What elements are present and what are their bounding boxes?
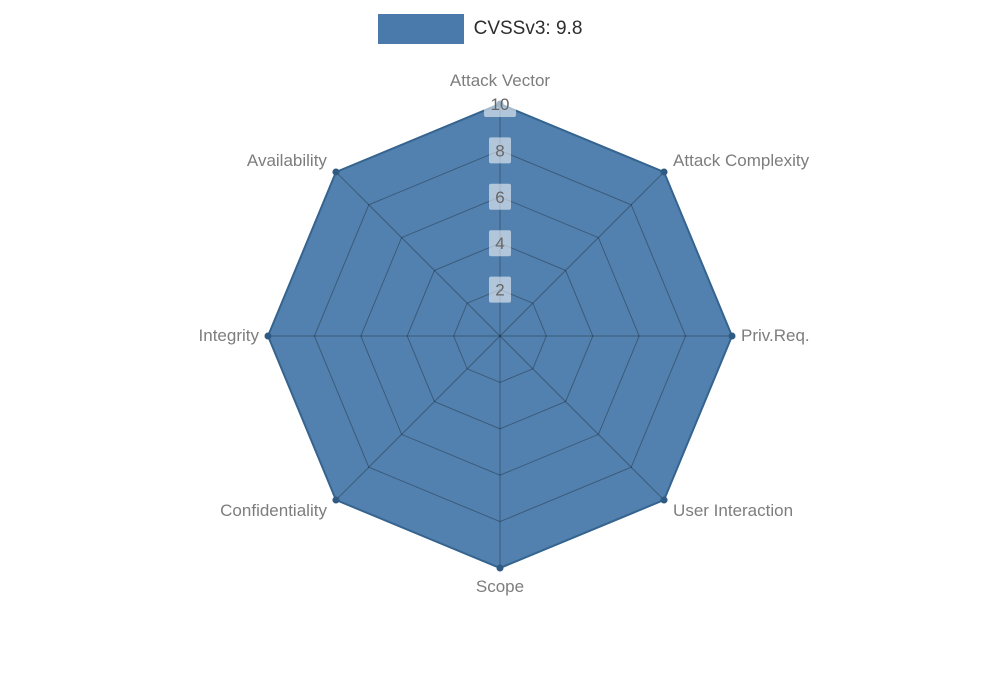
radar-fill: [268, 104, 732, 568]
axis-label-scope: Scope: [476, 577, 524, 596]
axis-label-confidentiality: Confidentiality: [220, 501, 327, 520]
vertex-dot: [332, 168, 340, 176]
tick-label: 10: [491, 95, 510, 114]
grid-ring: [406, 242, 594, 430]
tick-label: 2: [495, 281, 504, 300]
tick-label: 6: [495, 188, 504, 207]
grid-ring: [313, 149, 687, 523]
axis-label-integrity: Integrity: [199, 326, 260, 345]
vertex-dot: [660, 496, 668, 504]
axis-label-priv-req: Priv.Req.: [741, 326, 810, 345]
tick-label-box: [489, 137, 511, 164]
axis-spoke: [335, 335, 501, 501]
legend[interactable]: CVSSv3: 9.8: [0, 14, 960, 44]
vertex-dot: [728, 332, 736, 340]
axis-label-user-interaction: User Interaction: [673, 501, 793, 520]
axis-label-attack-vector: Attack Vector: [450, 71, 550, 90]
legend-label: CVSSv3: 9.8: [473, 18, 583, 39]
vertex-dot: [332, 496, 340, 504]
tick-label-box: [489, 230, 511, 257]
vertex-dot: [660, 168, 668, 176]
axis-spoke: [499, 171, 665, 337]
vertex-dot: [264, 332, 272, 340]
tick-label-box: [489, 276, 511, 303]
tick-label-box: [484, 91, 516, 117]
axis-spoke: [499, 335, 665, 501]
tick-label: 8: [495, 141, 504, 160]
axis-label-availability: Availability: [247, 151, 328, 170]
axis-label-attack-complexity: Attack Complexity: [673, 151, 810, 170]
tick-label-box: [489, 183, 511, 210]
grid-ring: [360, 196, 640, 476]
tick-label: 4: [495, 234, 504, 253]
legend-swatch[interactable]: [377, 14, 464, 44]
grid-ring: [453, 289, 547, 383]
vertex-dot: [496, 564, 504, 572]
axis-spoke: [335, 171, 501, 337]
